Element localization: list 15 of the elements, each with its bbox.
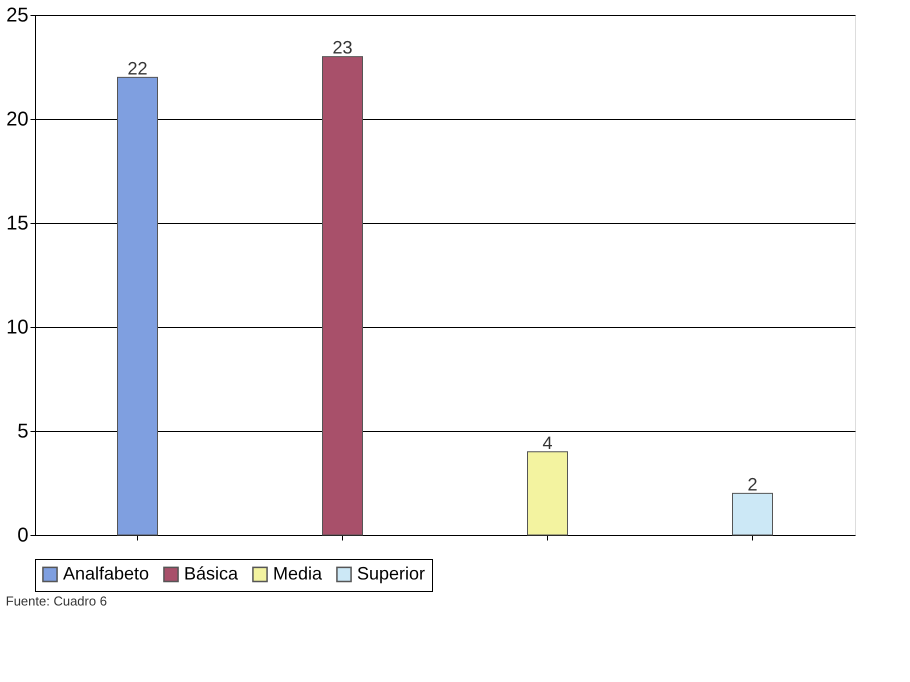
data-label: 4 (542, 432, 553, 453)
legend-label: Básica (184, 563, 240, 584)
data-label: 22 (127, 58, 148, 78)
y-tick-label: 15 (6, 212, 28, 234)
legend-label: Media (273, 563, 324, 584)
y-tick-label: 10 (6, 316, 28, 338)
data-label: 23 (332, 38, 353, 58)
data-label: 2 (747, 474, 758, 494)
y-tick-label: 20 (6, 108, 28, 130)
source-note: Fuente: Cuadro 6 (6, 594, 107, 608)
y-tick-label: 5 (17, 420, 28, 442)
legend-label: Analfabeto (63, 563, 150, 584)
y-tick-label: 25 (6, 4, 28, 26)
y-tick-label: 0 (17, 524, 28, 546)
legend-label: Superior (357, 563, 426, 584)
